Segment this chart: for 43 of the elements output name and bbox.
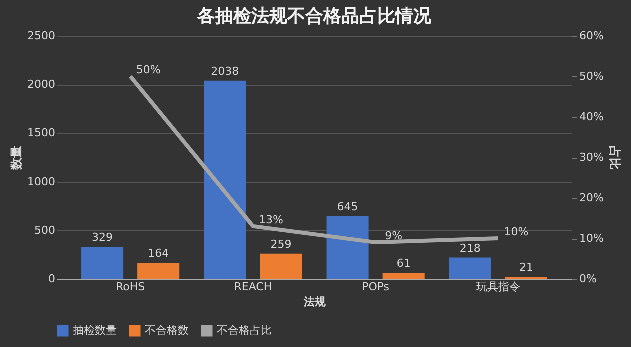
data-label: 61 bbox=[396, 257, 411, 270]
bar bbox=[82, 247, 124, 279]
y2-tick-label: 50% bbox=[580, 70, 604, 83]
x-tick-label: POPs bbox=[362, 280, 390, 294]
data-label: 13% bbox=[258, 213, 284, 226]
y-axis-title: 数量 bbox=[10, 146, 24, 171]
data-label: 21 bbox=[519, 260, 534, 274]
y-tick-label: 1500 bbox=[28, 126, 56, 140]
bar bbox=[204, 80, 246, 279]
data-label: 2038 bbox=[211, 64, 240, 78]
y-tick-label: 2000 bbox=[28, 78, 56, 92]
data-label: 218 bbox=[460, 242, 481, 255]
legend-label: 抽检数量 bbox=[73, 324, 117, 337]
chart-title: 各抽检法规不合格品占比情况 bbox=[196, 6, 432, 27]
bar bbox=[382, 273, 425, 279]
bar bbox=[326, 216, 369, 279]
y2-tick-label: 0% bbox=[580, 272, 597, 286]
x-tick-label: RoHS bbox=[116, 280, 146, 294]
bar bbox=[260, 254, 302, 279]
y2-tick-label: 20% bbox=[580, 192, 604, 204]
x-tick-label: REACH bbox=[234, 280, 272, 294]
data-label: 329 bbox=[92, 231, 114, 244]
bar bbox=[449, 258, 492, 279]
x-tick-label: 玩具指令 bbox=[476, 280, 520, 294]
y2-tick-label: 60% bbox=[580, 30, 604, 42]
data-label: 645 bbox=[337, 200, 358, 214]
data-label: 10% bbox=[504, 226, 529, 238]
y2-tick-label: 10% bbox=[580, 232, 604, 245]
y2-tick-label: 40% bbox=[580, 110, 604, 124]
y-tick-label: 0 bbox=[48, 272, 56, 286]
data-label: 164 bbox=[148, 247, 170, 260]
y-tick-label: 1000 bbox=[28, 175, 56, 188]
y2-tick-label: 30% bbox=[580, 151, 604, 164]
legend-label: 不合格占比 bbox=[217, 324, 272, 337]
y2-axis-title: 占比 bbox=[608, 146, 622, 170]
y-tick-label: 2500 bbox=[28, 30, 56, 42]
bar bbox=[138, 263, 180, 279]
legend-label: 不合格数 bbox=[145, 324, 189, 337]
data-label: 259 bbox=[270, 238, 292, 251]
x-axis-title: 法规 bbox=[303, 296, 327, 308]
data-label: 9% bbox=[385, 230, 403, 243]
data-label: 50% bbox=[136, 64, 161, 76]
y-tick-label: 500 bbox=[34, 224, 56, 237]
